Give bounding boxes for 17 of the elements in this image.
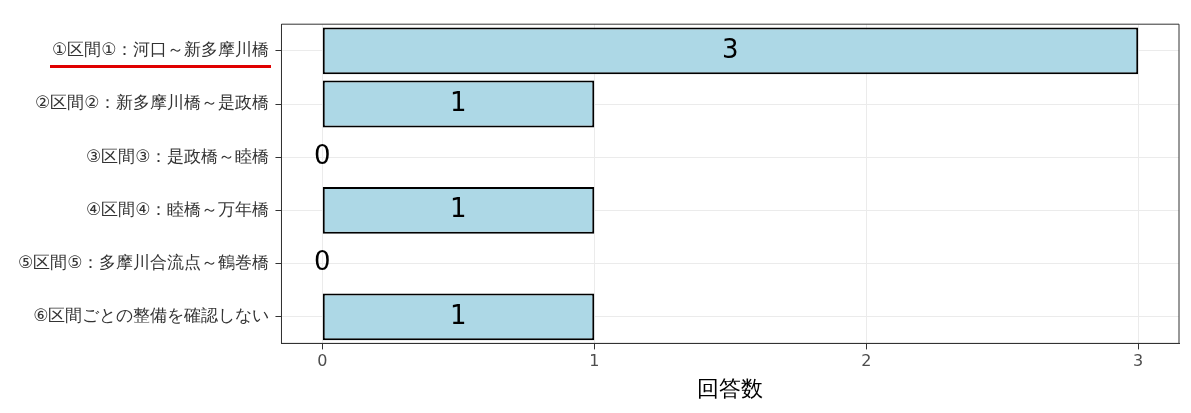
y-tick-label: ①区間①：河口～新多摩川橋 xyxy=(52,39,270,60)
data-label: 1 xyxy=(449,86,467,117)
y-tick-label: ⑤区間⑤：多摩川合流点～鶴巻橋 xyxy=(18,252,270,273)
x-tick-label: 3 xyxy=(1133,351,1144,371)
y-tick-label: ④区間④：睦橋～万年橋 xyxy=(86,198,270,219)
data-label: 1 xyxy=(449,299,467,330)
x-axis-title: 回答数 xyxy=(697,375,764,401)
x-tick-label: 0 xyxy=(317,351,328,371)
x-tick-label: 2 xyxy=(861,351,872,371)
y-tick-label: ⑥区間ごとの整備を確認しない xyxy=(33,305,270,326)
y-tick-label: ③区間③：是政橋～睦橋 xyxy=(86,145,270,166)
data-label: 0 xyxy=(314,139,331,170)
data-label: 3 xyxy=(721,33,739,64)
x-tick-label: 1 xyxy=(589,351,600,371)
data-label: 0 xyxy=(314,246,331,277)
data-label: 1 xyxy=(449,193,467,224)
y-tick-label: ②区間②：新多摩川橋～是政橋 xyxy=(35,92,270,113)
